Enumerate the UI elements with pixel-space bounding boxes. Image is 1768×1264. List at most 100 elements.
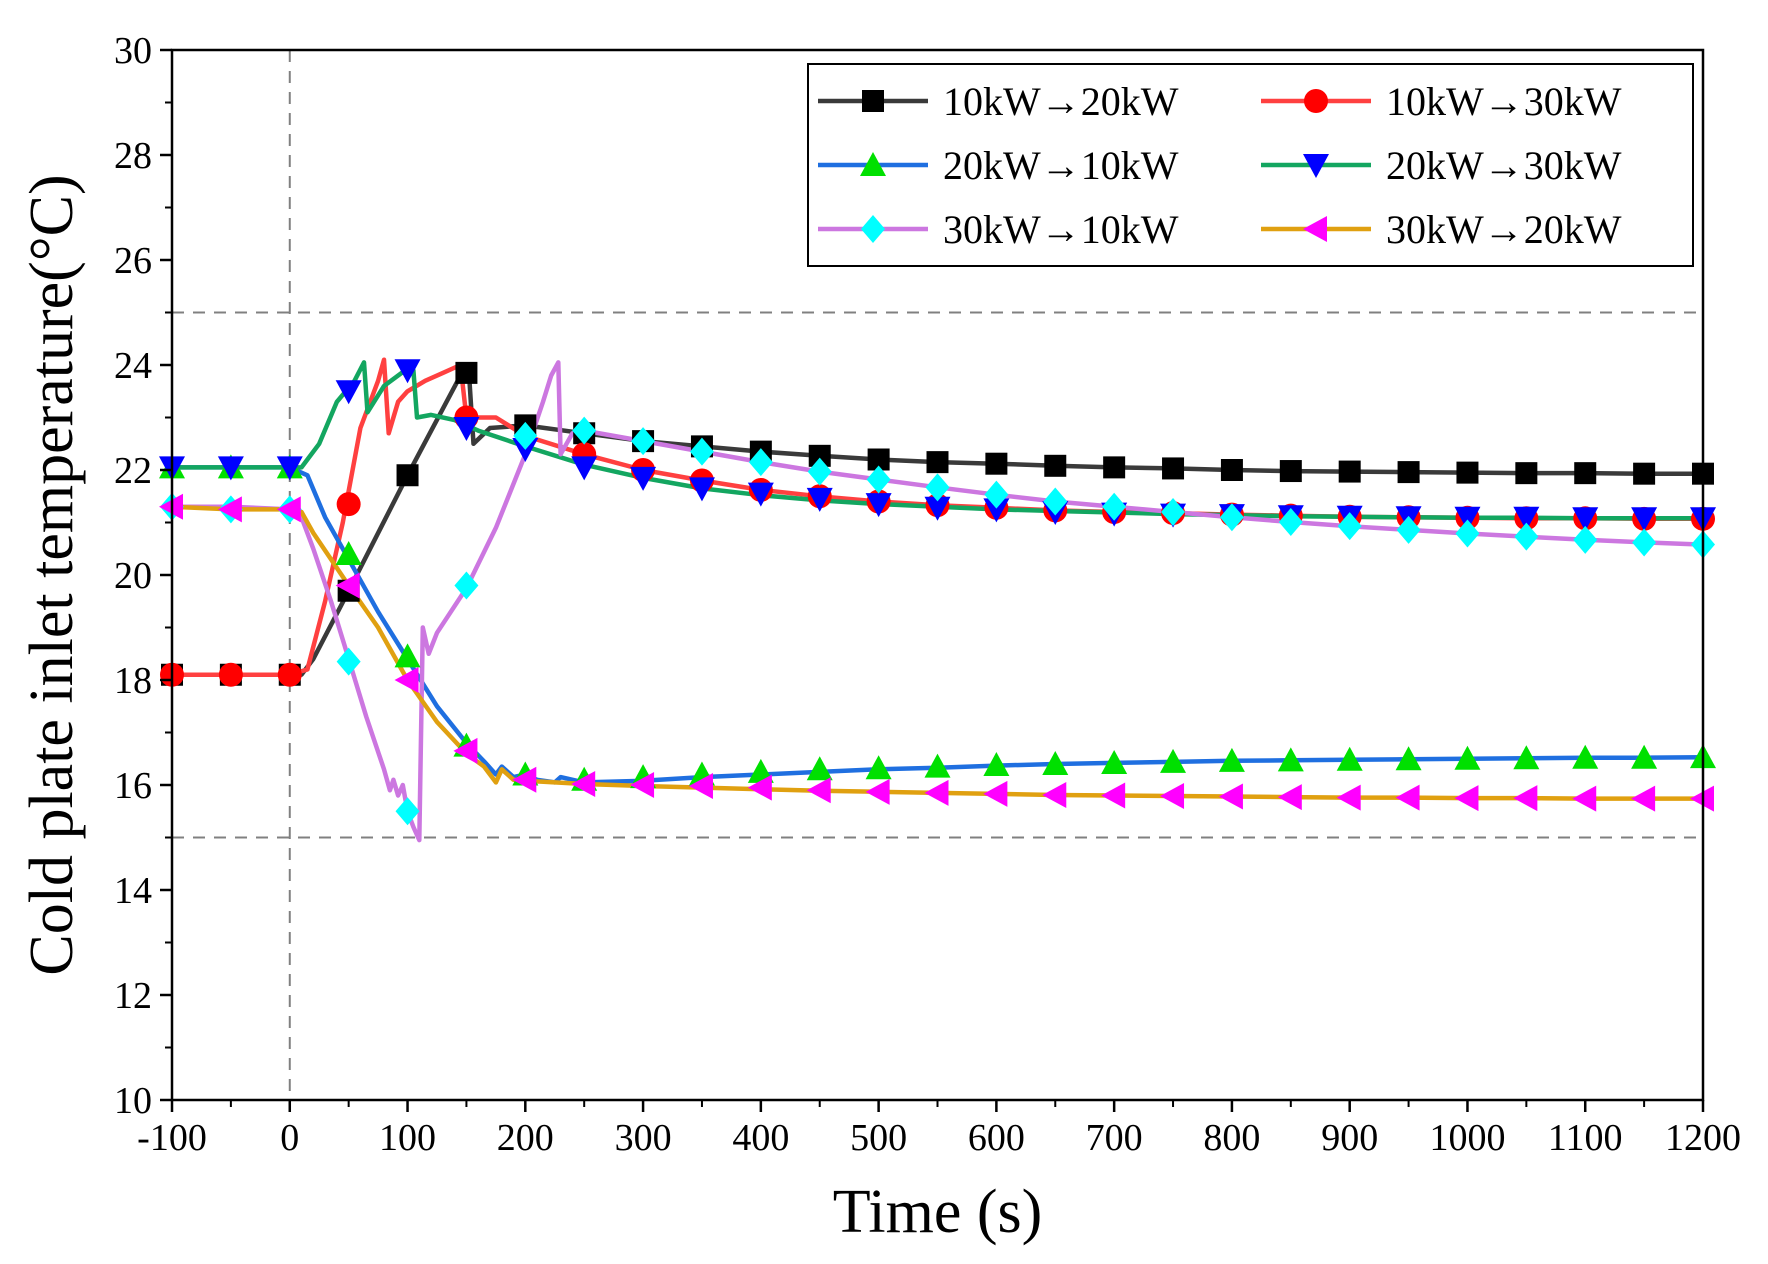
x-tick-label: 1100 bbox=[1548, 1117, 1623, 1159]
data-point-triangle-left bbox=[1303, 216, 1327, 242]
data-point-diamond bbox=[866, 465, 891, 494]
data-point-triangle-up bbox=[747, 758, 774, 783]
data-point-diamond bbox=[984, 480, 1009, 509]
legend-item: 30kW→10kW bbox=[818, 207, 1179, 252]
data-point-triangle-down bbox=[335, 380, 362, 405]
data-point-square bbox=[1338, 460, 1361, 483]
series-5 bbox=[172, 360, 1704, 843]
series-3 bbox=[172, 465, 1704, 785]
legend-item: 20kW→30kW bbox=[1261, 143, 1622, 188]
y-tick-label: 22 bbox=[114, 450, 152, 492]
data-point-diamond bbox=[1043, 487, 1068, 516]
data-point-square bbox=[1103, 456, 1126, 479]
data-point-triangle-down bbox=[453, 417, 480, 441]
legend-label: 30kW→10kW bbox=[943, 207, 1179, 252]
series-line bbox=[172, 465, 1704, 785]
data-point-triangle-up bbox=[1395, 746, 1422, 771]
data-point-triangle-left bbox=[1454, 785, 1479, 812]
y-tick-label: 20 bbox=[114, 555, 152, 597]
data-point-triangle-up bbox=[924, 753, 951, 778]
data-point-triangle-left bbox=[630, 772, 655, 798]
data-point-circle bbox=[1304, 89, 1328, 113]
data-point-triangle-down bbox=[512, 438, 539, 462]
data-point-triangle-up bbox=[1042, 751, 1069, 775]
series-2-markers bbox=[160, 405, 1715, 687]
y-axis: 10 12 14 16 18 20 22 24 26 28 30 bbox=[114, 30, 172, 1122]
data-point-triangle-down bbox=[1513, 506, 1540, 531]
data-point-diamond bbox=[861, 215, 885, 243]
data-point-triangle-left bbox=[217, 496, 242, 523]
y-tick-label: 10 bbox=[114, 1080, 152, 1122]
legend-label: 20kW→30kW bbox=[1386, 143, 1622, 188]
data-point-diamond bbox=[748, 448, 773, 477]
data-point-triangle-left bbox=[806, 777, 831, 804]
y-tick-label: 30 bbox=[114, 30, 152, 72]
data-point-triangle-up bbox=[394, 643, 421, 668]
data-point-triangle-up bbox=[1101, 749, 1128, 774]
data-point-diamond bbox=[925, 473, 950, 502]
data-point-square bbox=[1162, 457, 1185, 480]
data-point-triangle-left bbox=[865, 778, 890, 805]
data-point-square bbox=[1397, 461, 1420, 484]
legend-box bbox=[807, 63, 1694, 267]
data-point-diamond bbox=[1102, 492, 1127, 521]
data-point-square bbox=[1633, 462, 1656, 485]
legend-item: 20kW→10kW bbox=[818, 143, 1179, 188]
data-point-diamond bbox=[336, 647, 361, 676]
data-point-triangle-up bbox=[1513, 745, 1540, 770]
y-axis-title: Cold plate inlet temperature(°C) bbox=[18, 174, 86, 975]
legend-label: 20kW→10kW bbox=[943, 143, 1179, 188]
legend-label: 10kW→20kW bbox=[943, 79, 1179, 124]
data-point-triangle-up bbox=[860, 152, 886, 176]
y-tick-label: 16 bbox=[114, 765, 152, 807]
data-point-triangle-left bbox=[688, 773, 713, 800]
data-point-diamond bbox=[1219, 503, 1244, 532]
data-point-triangle-down bbox=[1454, 506, 1481, 531]
x-tick-label: 500 bbox=[850, 1117, 907, 1159]
data-point-square bbox=[926, 451, 949, 474]
data-point-triangle-left bbox=[394, 667, 419, 693]
data-point-triangle-left bbox=[924, 779, 949, 806]
data-point-triangle-left bbox=[1277, 784, 1302, 811]
data-point-triangle-down bbox=[571, 456, 598, 481]
data-point-diamond bbox=[1573, 525, 1598, 554]
data-point-triangle-down bbox=[217, 456, 244, 481]
data-point-square bbox=[455, 361, 478, 384]
data-point-triangle-left bbox=[512, 766, 537, 793]
data-point-diamond bbox=[631, 427, 656, 456]
data-point-triangle-left bbox=[1160, 783, 1185, 810]
data-point-square bbox=[396, 464, 419, 487]
data-point-circle bbox=[336, 492, 361, 517]
series-line bbox=[172, 360, 1704, 843]
y-tick-label: 12 bbox=[114, 975, 152, 1017]
y-tick-label: 24 bbox=[114, 345, 152, 387]
data-point-square bbox=[1044, 454, 1067, 477]
data-point-diamond bbox=[1396, 515, 1421, 544]
data-point-triangle-left bbox=[335, 572, 360, 599]
data-point-diamond bbox=[1278, 507, 1303, 536]
data-point-square bbox=[867, 448, 890, 471]
data-point-diamond bbox=[689, 437, 714, 466]
data-point-triangle-down bbox=[630, 466, 657, 491]
legend-item: 10kW→20kW bbox=[818, 79, 1179, 124]
x-tick-label: 800 bbox=[1203, 1117, 1260, 1159]
data-point-diamond bbox=[1455, 519, 1480, 548]
data-point-triangle-left bbox=[1631, 785, 1656, 812]
x-tick-label: 900 bbox=[1321, 1117, 1378, 1159]
data-point-square bbox=[985, 452, 1008, 475]
data-point-triangle-up bbox=[1454, 745, 1481, 770]
data-point-triangle-down bbox=[865, 493, 892, 518]
y-tick-label: 26 bbox=[114, 240, 152, 282]
data-point-diamond bbox=[454, 571, 479, 600]
data-point-diamond bbox=[395, 797, 420, 826]
data-point-triangle-down bbox=[924, 496, 951, 521]
data-point-diamond bbox=[1337, 512, 1362, 541]
reference-lines bbox=[172, 50, 1703, 1100]
data-point-square bbox=[1515, 462, 1538, 485]
data-point-triangle-up bbox=[335, 541, 362, 565]
data-point-triangle-left bbox=[1513, 785, 1538, 812]
data-point-triangle-down bbox=[394, 359, 421, 384]
data-point-triangle-up bbox=[806, 756, 833, 781]
data-point-triangle-down bbox=[276, 456, 303, 481]
y-tick-label: 14 bbox=[114, 870, 152, 912]
